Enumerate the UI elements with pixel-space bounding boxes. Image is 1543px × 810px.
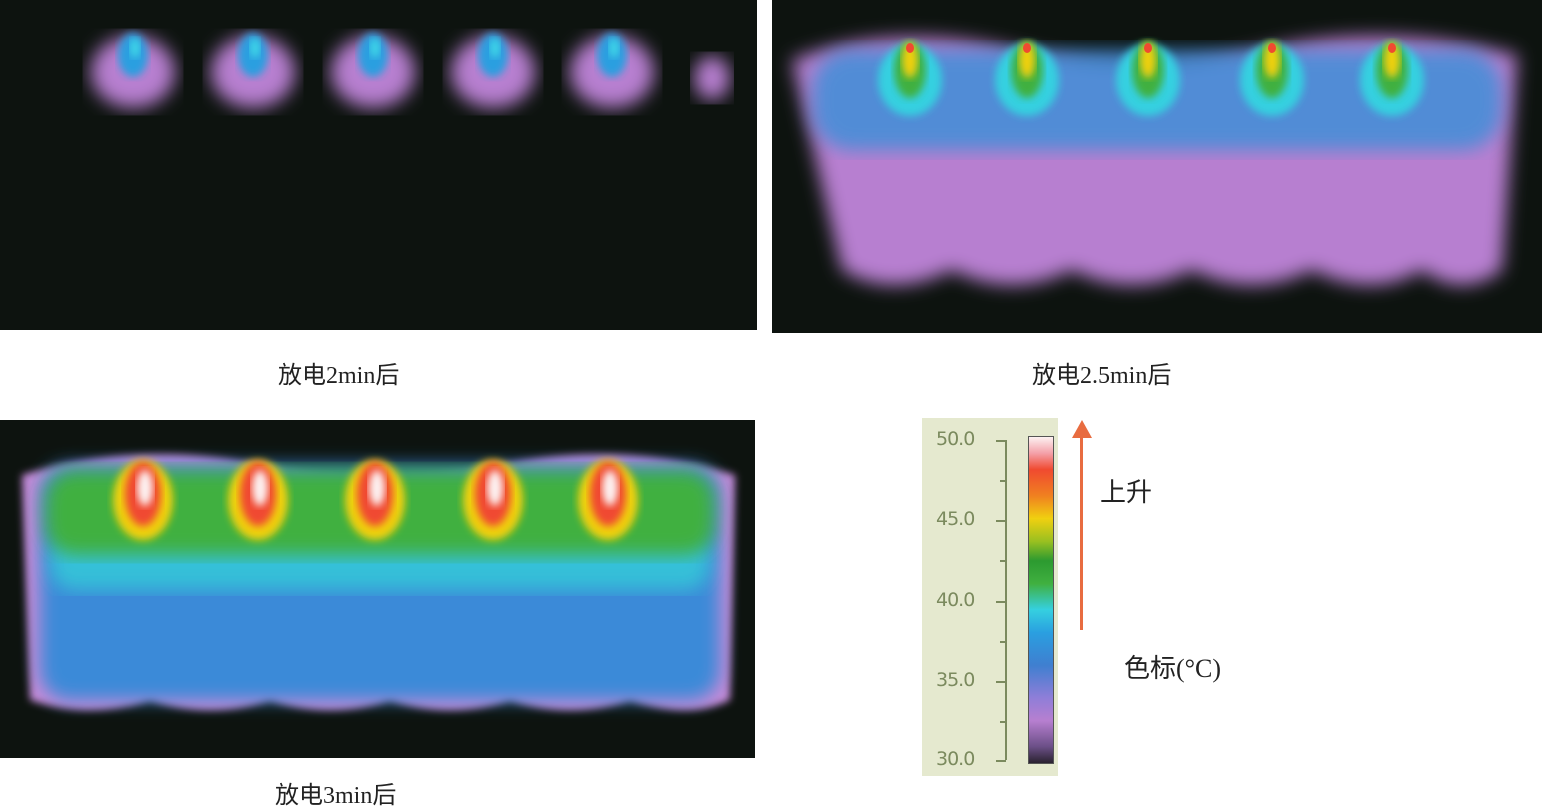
hotspot-core [906,43,914,53]
tick [996,520,1006,522]
hotspot-warm [1019,42,1035,78]
hotspot-glow [694,56,730,100]
tick-label-50: 50.0 [936,428,975,450]
rise-label: 上升 [1100,478,1153,507]
up-arrow-icon [1072,420,1092,438]
hotspot-core [1268,43,1276,53]
hotspot-warm [902,42,918,78]
minor-tick [1000,560,1006,562]
hotspot-core [1388,43,1396,53]
thermal-image-3min [0,420,755,758]
caption-3min: 放电3min后 [275,783,397,809]
hotspot-warm [1264,42,1280,78]
thermal-image-2-5min [772,0,1542,333]
hotspot-core [370,38,380,58]
tick [996,601,1006,603]
tick-label-35: 35.0 [936,669,975,691]
color-gradient-bar [1028,436,1054,764]
tick-label-30: 30.0 [936,748,975,770]
hotspot-core [252,470,268,506]
up-arrow-shaft [1080,436,1083,630]
hotspot-core [130,38,140,58]
color-scale-axis [1005,440,1007,760]
hotspot-core [487,470,503,506]
hotspot-core [490,38,500,58]
tick-label-45: 45.0 [936,508,975,530]
hotspot-core [1144,43,1152,53]
caption-2min: 放电2min后 [278,363,400,389]
minor-tick [1000,480,1006,482]
hotspot-core [1023,43,1031,53]
hotspot-core [250,38,260,58]
hotspot-core [369,470,385,506]
tick [996,760,1006,762]
tick [996,681,1006,683]
hotspot-warm [1140,42,1156,78]
tick [996,440,1006,442]
minor-tick [1000,721,1006,723]
color-scale-unit-label: 色标(°C) [1124,654,1222,683]
color-scale: 50.0 45.0 40.0 35.0 30.0 [922,418,1058,776]
hotspot-warm [1384,42,1400,78]
caption-2-5min: 放电2.5min后 [1032,363,1172,389]
thermal-image-2min [0,0,757,330]
hotspot-core [602,470,618,506]
tick-label-40: 40.0 [936,589,975,611]
minor-tick [1000,641,1006,643]
hotspot-core [137,470,153,506]
hotspot-core [609,38,619,58]
